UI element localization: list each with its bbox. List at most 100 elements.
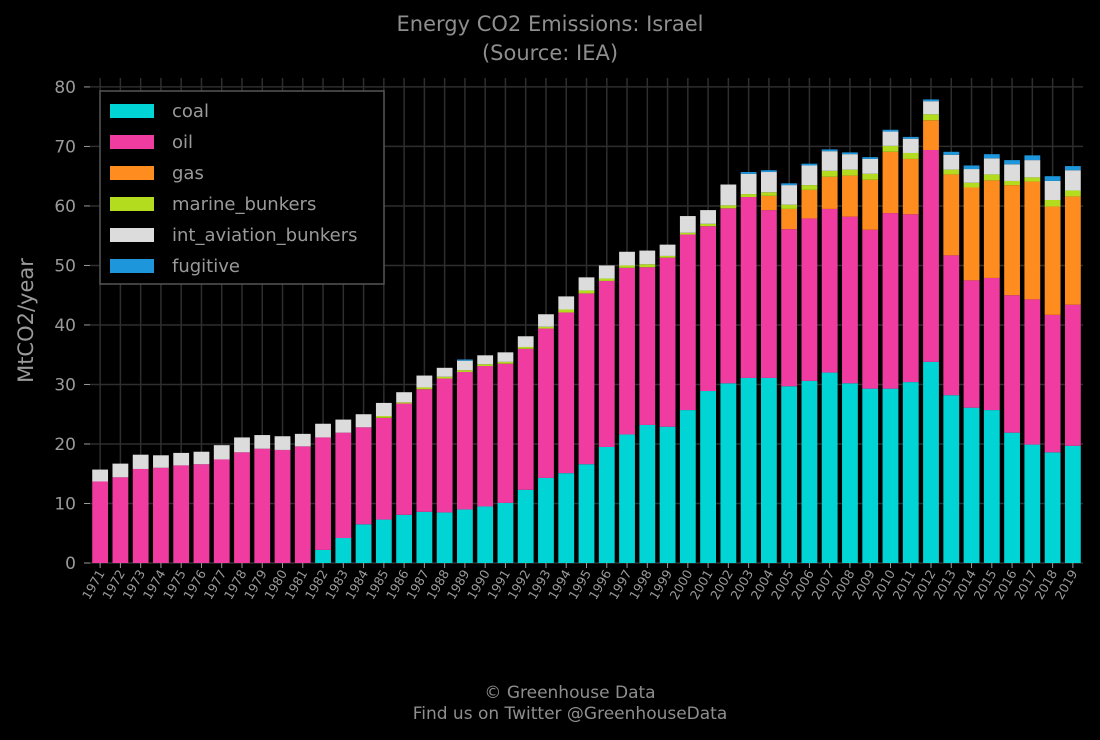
bar-coal-2013 (943, 395, 960, 563)
bar-coal-2011 (902, 382, 919, 563)
bar-int_aviation_bunkers-1991 (497, 352, 514, 362)
bar-gas-2015 (983, 180, 1000, 278)
bar-oil-2017 (1024, 299, 1041, 445)
bar-marine_bunkers-2019 (1064, 190, 1081, 197)
bar-coal-2000 (679, 410, 696, 563)
bar-oil-1998 (639, 267, 656, 425)
bar-marine_bunkers-2005 (781, 204, 798, 209)
bar-fugitive-2006 (801, 163, 818, 166)
bar-int_aviation_bunkers-1976 (193, 451, 210, 465)
bar-fugitive-2003 (740, 172, 757, 174)
legend-label-gas: gas (172, 163, 204, 184)
bar-marine_bunkers-1990 (477, 364, 494, 367)
bar-coal-2004 (760, 377, 777, 563)
bar-oil-2015 (983, 277, 1000, 411)
bar-fugitive-1989 (457, 359, 473, 361)
bar-coal-2017 (1024, 444, 1041, 563)
bar-int_aviation_bunkers-2003 (740, 173, 757, 195)
bar-int_aviation_bunkers-1981 (294, 433, 311, 447)
bar-fugitive-2004 (760, 170, 777, 173)
bar-gas-2004 (760, 195, 777, 211)
bar-gas-2016 (1004, 185, 1020, 296)
bar-oil-2005 (781, 229, 798, 387)
bar-coal-1984 (355, 524, 372, 563)
bar-gas-2009 (862, 179, 879, 230)
bar-marine_bunkers-1997 (619, 265, 635, 268)
bar-int_aviation_bunkers-2008 (842, 154, 858, 170)
bar-marine_bunkers-2001 (700, 223, 716, 227)
bar-oil-2011 (902, 214, 919, 383)
bar-gas-2005 (781, 208, 798, 230)
bar-gas-2013 (943, 174, 960, 256)
bar-coal-1999 (659, 426, 676, 563)
bar-coal-1992 (517, 489, 534, 563)
bar-gas-2018 (1044, 206, 1061, 315)
bar-gas-2011 (902, 158, 919, 215)
y-tick-label: 50 (54, 256, 76, 276)
bar-marine_bunkers-1992 (517, 346, 534, 349)
bar-int_aviation_bunkers-2007 (821, 151, 838, 171)
bar-fugitive-2016 (1004, 160, 1020, 165)
bar-coal-2006 (801, 380, 818, 563)
bar-int_aviation_bunkers-1984 (355, 414, 372, 428)
bar-marine_bunkers-1985 (375, 416, 392, 418)
legend-swatch-coal (110, 104, 154, 118)
bar-oil-1983 (335, 432, 352, 539)
bar-marine_bunkers-1993 (538, 326, 554, 329)
bar-oil-1996 (598, 280, 615, 447)
bar-fugitive-2012 (923, 99, 939, 102)
bar-fugitive-2019 (1064, 166, 1081, 171)
legend-swatch-gas (110, 166, 154, 180)
bar-int_aviation_bunkers-2011 (902, 138, 919, 153)
bar-coal-1983 (335, 538, 352, 563)
bar-int_aviation_bunkers-1978 (234, 437, 250, 453)
y-tick-label: 30 (54, 375, 76, 395)
bar-marine_bunkers-2014 (963, 182, 980, 188)
bar-oil-1985 (375, 417, 392, 520)
legend-label-int_aviation_bunkers: int_aviation_bunkers (172, 225, 358, 246)
bar-int_aviation_bunkers-2006 (801, 165, 818, 186)
bar-gas-2014 (963, 187, 980, 281)
bar-int_aviation_bunkers-2012 (923, 101, 939, 115)
bar-marine_bunkers-2018 (1044, 199, 1061, 207)
bar-coal-2012 (923, 361, 939, 563)
bar-coal-1998 (639, 424, 656, 563)
bar-oil-2008 (842, 216, 858, 384)
bar-coal-2010 (882, 388, 899, 563)
bar-int_aviation_bunkers-1988 (436, 367, 453, 377)
bar-oil-2004 (760, 210, 777, 378)
bar-fugitive-2014 (963, 165, 980, 170)
bar-gas-2006 (801, 189, 818, 219)
bar-int_aviation_bunkers-1987 (416, 375, 433, 388)
bar-oil-2018 (1044, 314, 1061, 453)
bar-int_aviation_bunkers-2013 (943, 154, 960, 170)
bar-oil-1987 (416, 389, 433, 512)
bar-oil-1994 (558, 312, 575, 474)
bar-coal-1986 (396, 514, 413, 563)
bar-int_aviation_bunkers-1972 (112, 463, 129, 478)
bar-marine_bunkers-2011 (902, 152, 919, 159)
bar-marine_bunkers-2012 (923, 114, 939, 121)
y-tick-label: 40 (54, 316, 76, 336)
bar-int_aviation_bunkers-2004 (760, 172, 777, 193)
bar-int_aviation_bunkers-1993 (538, 314, 554, 327)
bar-fugitive-2017 (1024, 155, 1041, 161)
bar-oil-1978 (234, 452, 250, 563)
bar-int_aviation_bunkers-2002 (720, 184, 737, 206)
legend-swatch-int_aviation_bunkers (110, 228, 154, 242)
bar-int_aviation_bunkers-1990 (477, 355, 494, 365)
bar-oil-2003 (740, 197, 757, 378)
bar-gas-2017 (1024, 181, 1041, 300)
bar-marine_bunkers-1991 (497, 361, 514, 364)
bar-oil-2013 (943, 255, 960, 396)
bar-int_aviation_bunkers-1980 (274, 436, 291, 450)
bar-oil-2014 (963, 280, 980, 408)
footer-twitter: Find us on Twitter @GreenhouseData (412, 704, 728, 724)
bar-oil-1979 (254, 448, 271, 563)
legend-label-fugitive: fugitive (172, 256, 240, 277)
bar-int_aviation_bunkers-2009 (862, 158, 879, 174)
bar-marine_bunkers-1986 (396, 402, 413, 404)
bar-marine_bunkers-2006 (801, 185, 818, 190)
bar-fugitive-2005 (781, 183, 798, 186)
bar-oil-2000 (679, 234, 696, 411)
